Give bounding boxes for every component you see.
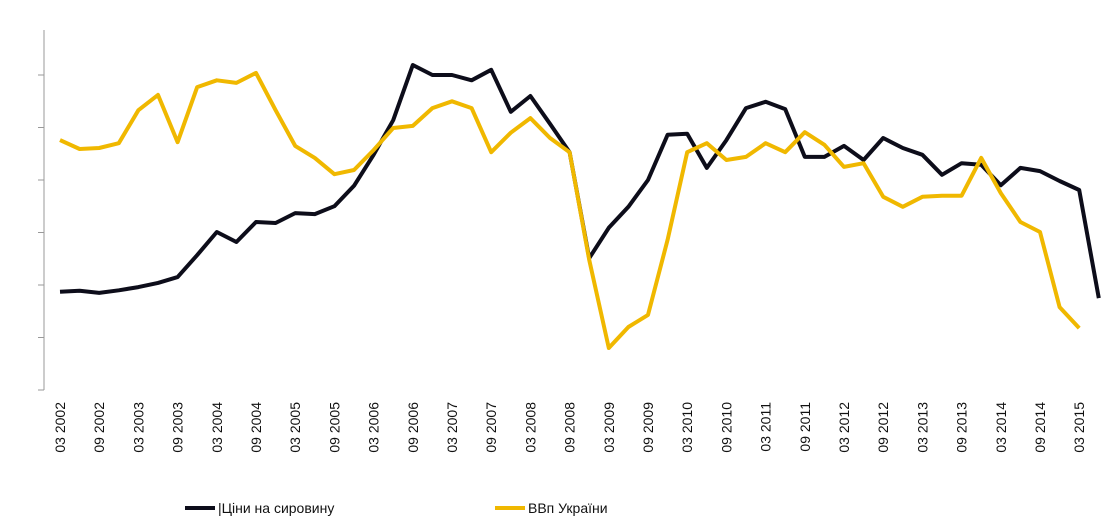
x-tick-label: 03 2014 (993, 402, 1009, 453)
x-tick-label: 09 2009 (640, 402, 656, 453)
x-tick-label: 03 2003 (130, 402, 146, 453)
x-tick-label: 09 2003 (170, 402, 186, 453)
line-series (59, 63, 1101, 299)
x-tick-label: 09 2008 (562, 402, 578, 453)
x-tick-label: 09 2002 (91, 402, 107, 453)
x-tick-label: 09 2007 (483, 402, 499, 453)
x-tick-label: 03 2010 (679, 402, 695, 453)
x-tick-label: 09 2005 (326, 402, 342, 453)
x-tick-label: 09 2012 (875, 402, 891, 453)
x-tick-label: 03 2011 (758, 402, 774, 452)
x-tick-label: 03 2013 (914, 402, 930, 453)
legend-label: ВВп України (528, 500, 608, 516)
x-tick-label: 03 2015 (1071, 402, 1087, 453)
x-tick-label: 03 2006 (366, 402, 382, 453)
x-tick-label: 09 2006 (405, 402, 421, 453)
x-tick-label: 03 2005 (287, 402, 303, 453)
x-tick-label: 09 2013 (954, 402, 970, 453)
x-tick-label: 03 2004 (209, 402, 225, 453)
x-tick-label: 09 2014 (1032, 402, 1048, 453)
x-tick-label: 03 2002 (52, 402, 68, 453)
x-tick-label: 03 2007 (444, 402, 460, 453)
x-tick-label: 09 2011 (797, 402, 813, 452)
x-tick-label: 09 2010 (718, 402, 734, 453)
line-series (59, 70, 1081, 350)
x-tick-label: 03 2012 (836, 402, 852, 453)
legend-label: |Ціни на сировину (218, 500, 334, 516)
x-tick-label: 09 2004 (248, 402, 264, 453)
x-tick-label: 03 2009 (601, 402, 617, 453)
x-tick-label: 03 2008 (522, 402, 538, 453)
